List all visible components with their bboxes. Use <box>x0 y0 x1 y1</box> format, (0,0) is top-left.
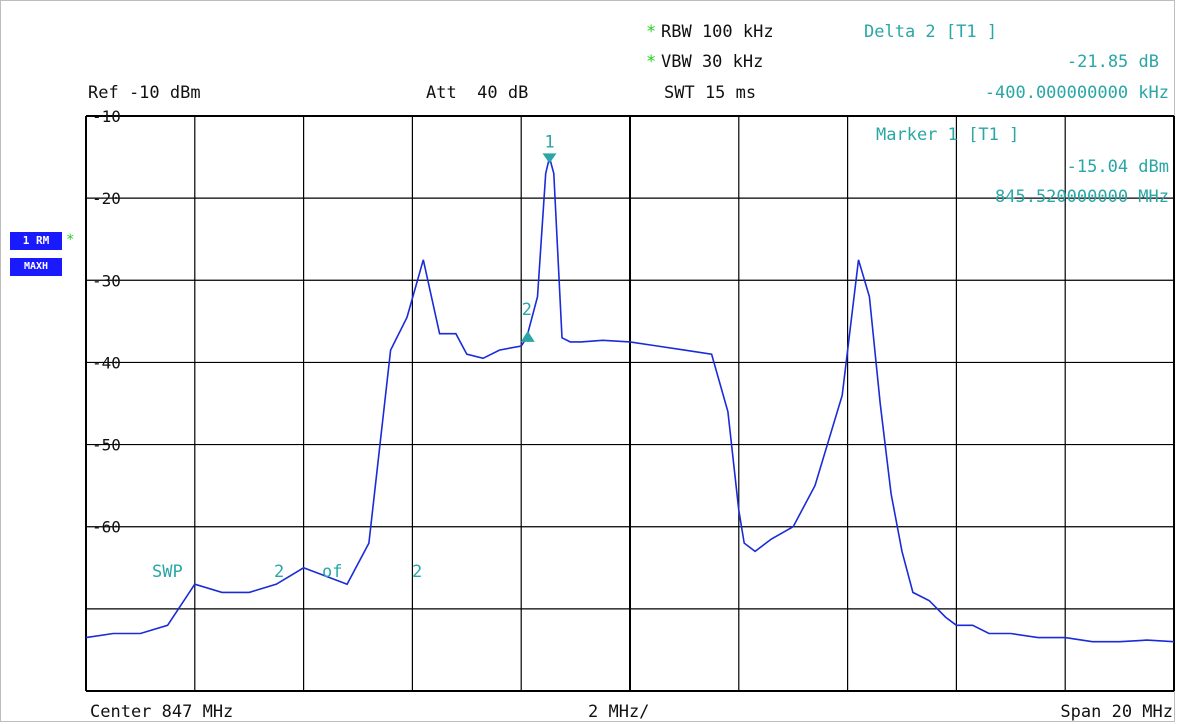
maxhold-badge: MAXH <box>10 258 62 276</box>
sweep-count: 2 <box>274 562 285 582</box>
y-tick-label: -10 <box>92 107 121 126</box>
y-tick-labels: -10 -20 -30 -40 -50 -60 <box>92 107 121 537</box>
sweep-label: SWP <box>152 562 183 582</box>
delta-marker-level: -21.85 dB <box>1066 52 1159 72</box>
marker-2-symbol <box>520 330 535 342</box>
marker1-freq: 845.520000000 MHz <box>995 187 1169 207</box>
marker-1-symbol <box>542 153 557 164</box>
sweep-total: 2 <box>412 562 423 582</box>
spectrum-trace <box>85 157 1175 643</box>
sweep-time: SWT 15 ms <box>664 83 757 103</box>
y-tick-label: -20 <box>92 189 121 208</box>
ref-level: Ref -10 dBm <box>88 83 201 103</box>
y-tick-label: -30 <box>92 271 121 290</box>
attenuation: Att 40 dB <box>426 83 529 103</box>
vbw-setting: VBW 30 kHz <box>661 52 764 72</box>
delta-marker-freq: -400.000000000 kHz <box>984 83 1169 103</box>
rbw-setting: RBW 100 kHz <box>661 22 774 42</box>
frequency-per-division: 2 MHz/ <box>588 702 650 722</box>
marker-1-label: 1 <box>544 132 554 152</box>
marker1-title: Marker 1 [T1 ] <box>876 125 1020 145</box>
y-tick-label: -50 <box>92 436 121 455</box>
marker1-level: -15.04 dBm <box>1066 157 1169 177</box>
marker-2-label: 2 <box>522 300 532 320</box>
y-tick-label: -60 <box>92 518 121 537</box>
trace-star: * <box>66 232 75 248</box>
plot-grid <box>85 115 1175 692</box>
vbw-star: * <box>646 52 657 72</box>
sweep-of: of <box>322 562 343 582</box>
trace-mode-badge: 1 RM <box>10 232 62 250</box>
rbw-star: * <box>646 22 657 42</box>
delta-marker-title: Delta 2 [T1 ] <box>864 22 998 42</box>
y-tick-label: -40 <box>92 353 121 372</box>
frequency-span: Span 20 MHz <box>1060 702 1173 722</box>
marker-symbols: 12 <box>520 132 557 342</box>
center-frequency: Center 847 MHz <box>90 702 234 722</box>
